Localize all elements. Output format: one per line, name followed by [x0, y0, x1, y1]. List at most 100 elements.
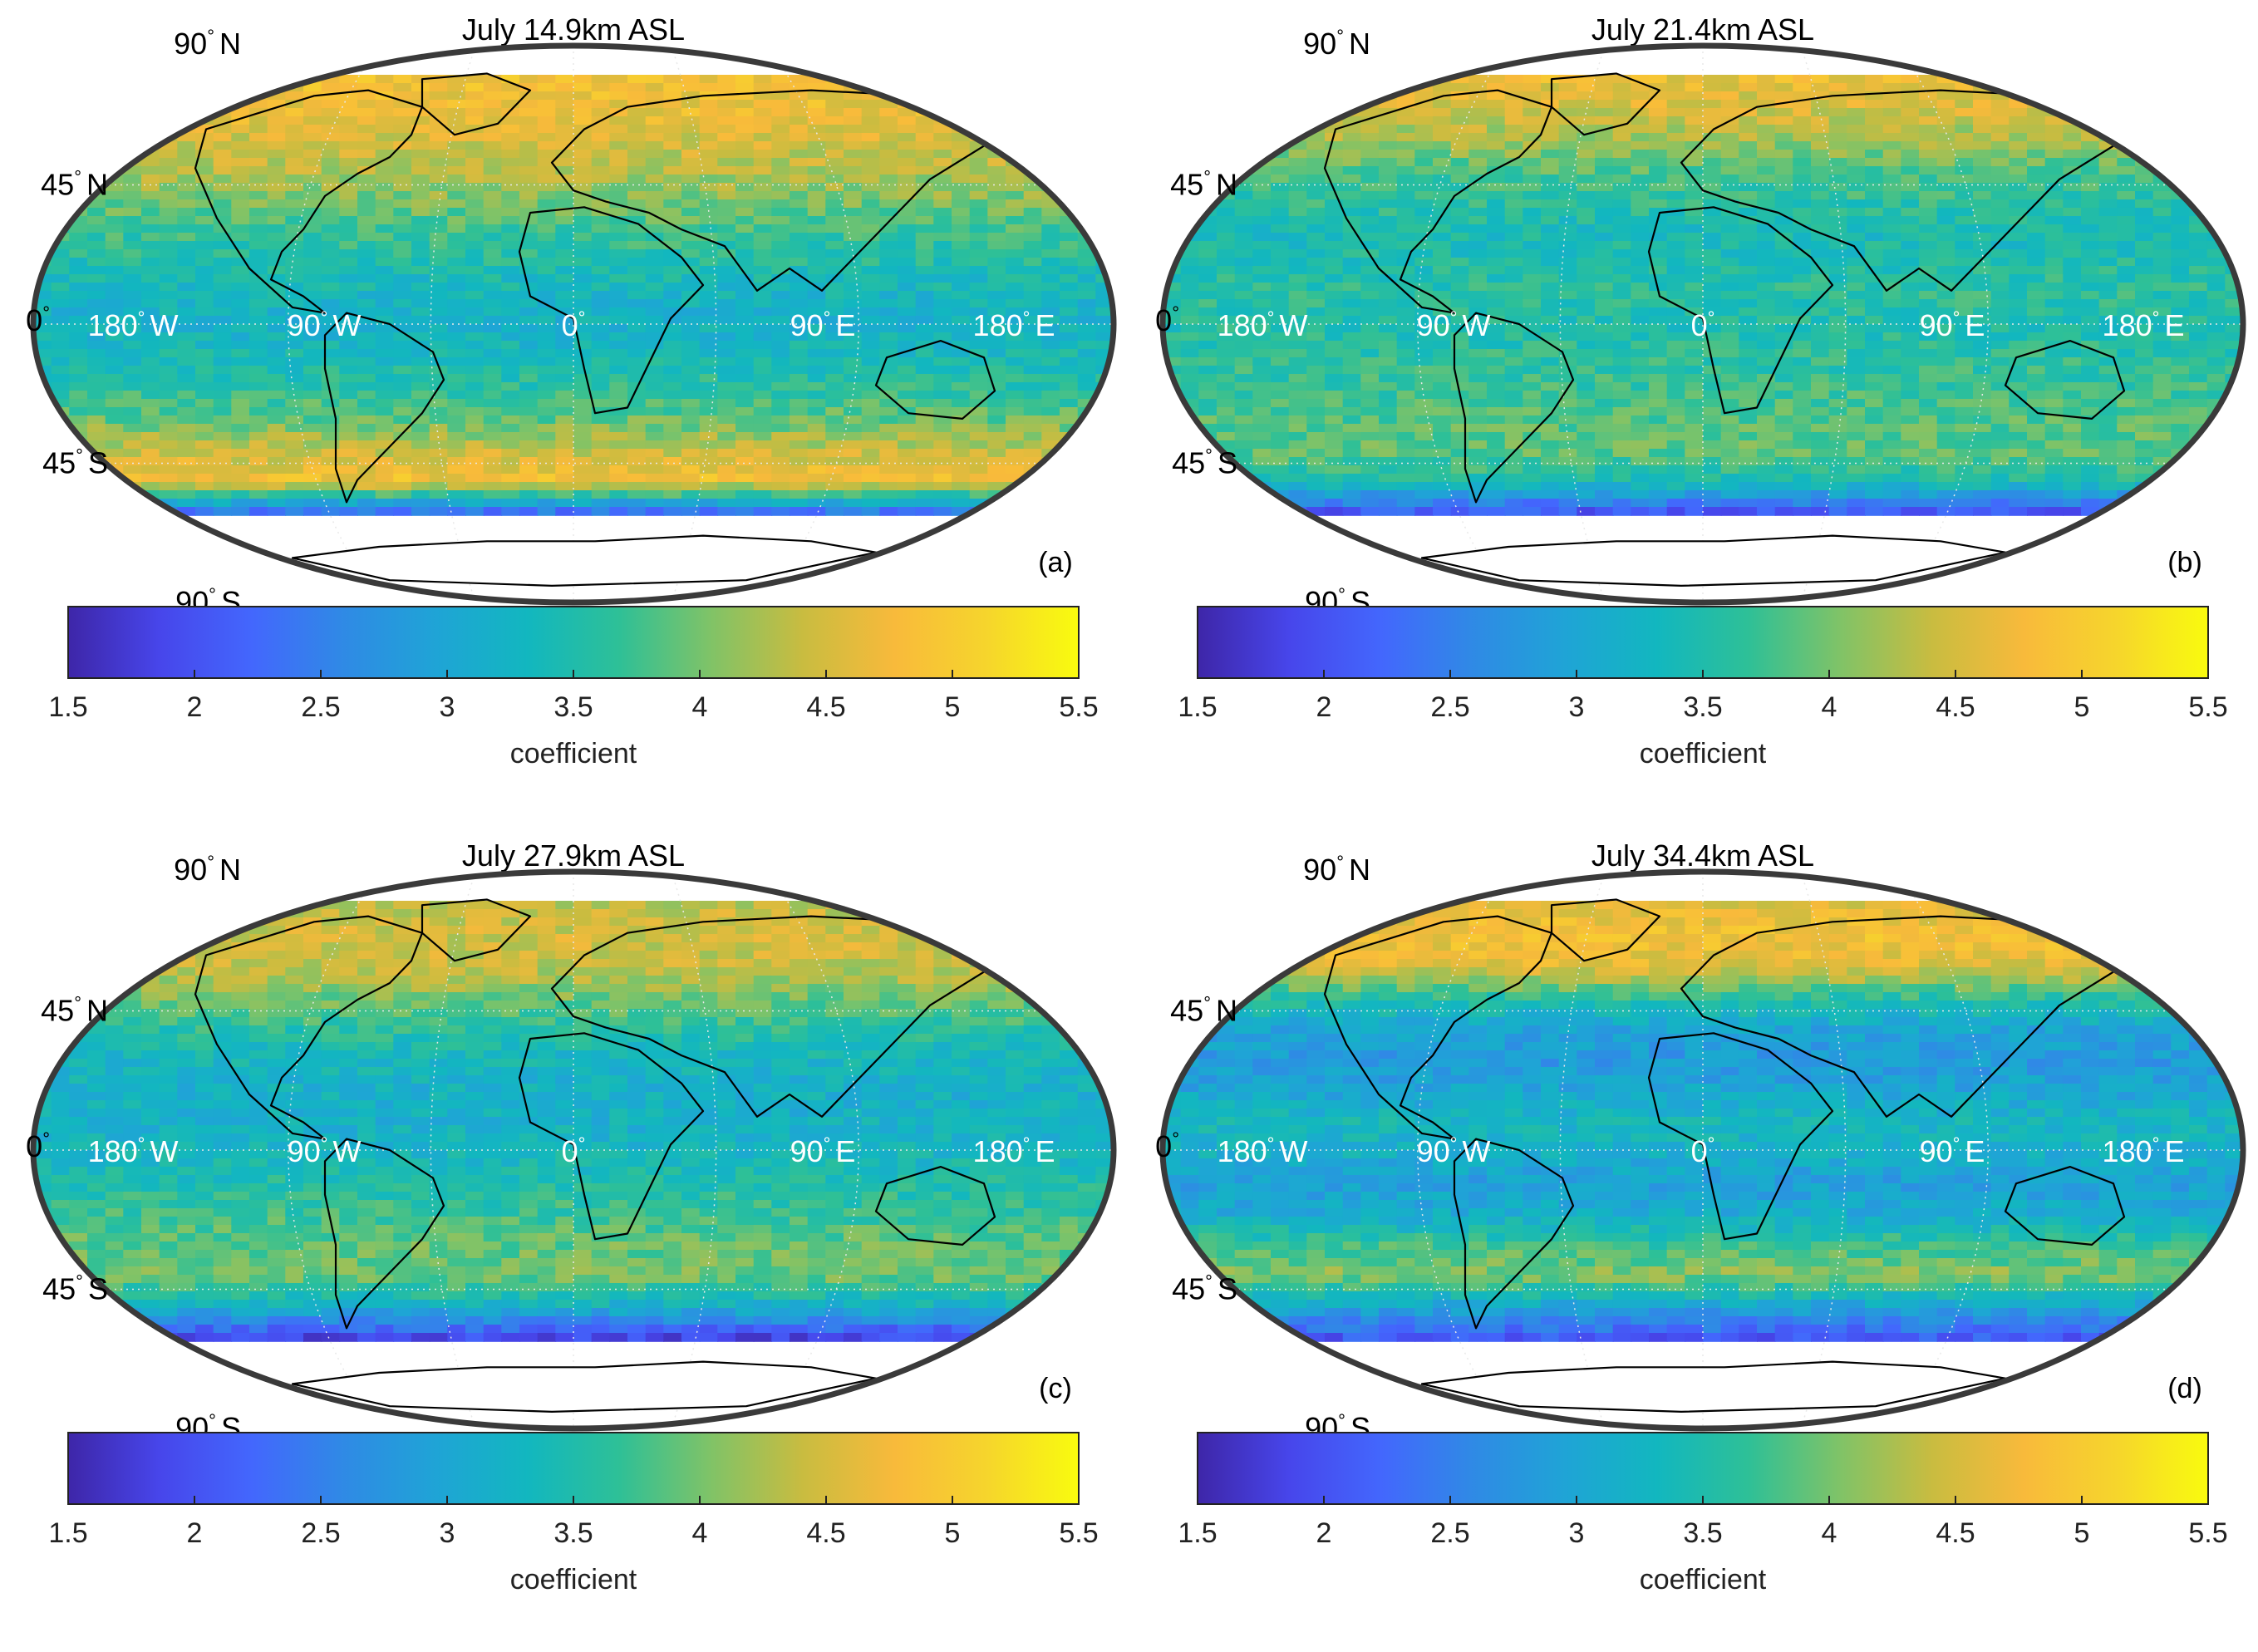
field-cell: [339, 266, 358, 275]
field-cell: [519, 208, 539, 217]
field-cell: [537, 457, 557, 466]
field-cell: [753, 75, 773, 84]
field-cell: [1041, 116, 1060, 125]
field-cell: [681, 507, 701, 516]
field-cell: [321, 233, 341, 242]
field-cell: [105, 258, 125, 267]
field-cell: [1595, 83, 1614, 92]
field-cell: [465, 249, 485, 258]
field-cell: [195, 166, 214, 175]
field-cell: [2063, 175, 2082, 184]
field-cell: [609, 499, 628, 508]
field-cell: [933, 258, 952, 267]
field-cell: [1847, 150, 1866, 159]
field-cell: [1919, 307, 1938, 317]
field-cell: [429, 274, 449, 283]
field-cell: [1060, 465, 1079, 474]
field-cell: [1936, 233, 1956, 242]
field-cell: [339, 424, 358, 433]
field-cell: [159, 274, 179, 283]
field-cell: [195, 258, 214, 267]
field-cell: [213, 490, 233, 499]
field-cell: [969, 233, 989, 242]
field-cell: [807, 91, 827, 101]
field-cell: [393, 125, 412, 134]
field-cell: [1541, 75, 1560, 84]
field-cell: [87, 249, 106, 258]
field-cell: [2063, 307, 2082, 317]
field-cell: [483, 258, 503, 267]
field-cell: [105, 216, 125, 225]
field-cell: [1955, 83, 1974, 92]
field-cell: [303, 291, 322, 300]
field-cell: [321, 424, 341, 433]
field-cell: [1973, 241, 1992, 250]
field-cell: [303, 374, 322, 383]
field-cell: [483, 233, 503, 242]
field-cell: [537, 274, 557, 283]
field-cell: [87, 241, 106, 250]
field-cell: [249, 216, 268, 225]
field-cell: [339, 150, 358, 159]
field-cell: [1433, 191, 1452, 200]
field-cell: [1414, 166, 1434, 175]
field-cell: [1882, 91, 1902, 101]
field-cell: [861, 349, 881, 358]
field-cell: [69, 307, 88, 317]
field-cell: [321, 307, 341, 317]
field-cell: [1541, 216, 1560, 225]
field-cell: [2117, 191, 2136, 200]
field-cell: [465, 407, 485, 416]
field-cell: [844, 224, 863, 234]
field-cell: [483, 108, 503, 117]
field-cell: [231, 382, 250, 391]
field-cell: [393, 133, 412, 142]
field-cell: [1077, 258, 1097, 267]
field-cell: [33, 241, 52, 250]
field-cell: [1865, 274, 1884, 283]
field-cell: [393, 307, 412, 317]
field-cell: [267, 75, 287, 84]
field-cell: [1720, 91, 1740, 101]
field-cell: [753, 241, 773, 250]
field-cell: [1414, 258, 1434, 267]
field-cell: [519, 141, 539, 150]
field-cell: [447, 274, 466, 283]
field-cell: [663, 357, 682, 366]
field-cell: [357, 415, 376, 425]
field-cell: [2081, 75, 2100, 84]
field-cell: [2098, 241, 2118, 250]
field-cell: [159, 440, 179, 450]
field-cell: [753, 482, 773, 491]
field-cell: [375, 474, 395, 483]
field-cell: [339, 391, 358, 400]
field-cell: [1342, 208, 1362, 217]
field-cell: [753, 449, 773, 458]
field-cell: [735, 432, 755, 441]
field-cell: [2117, 175, 2136, 184]
field-cell: [1060, 125, 1079, 134]
field-cell: [2009, 258, 2028, 267]
field-cell: [339, 191, 358, 200]
field-cell: [1433, 291, 1452, 300]
field-cell: [2009, 158, 2028, 167]
field-cell: [357, 299, 376, 308]
field-cell: [1198, 266, 1218, 275]
field-cell: [483, 374, 503, 383]
field-cell: [2189, 158, 2208, 167]
field-cell: [735, 291, 755, 300]
field-cell: [1342, 166, 1362, 175]
field-cell: [1095, 449, 1114, 458]
field-cell: [1541, 83, 1560, 92]
field-cell: [2098, 125, 2118, 134]
field-cell: [1077, 158, 1097, 167]
field-cell: [1342, 258, 1362, 267]
field-cell: [123, 108, 142, 117]
field-cell: [1217, 274, 1236, 283]
field-cell: [807, 274, 827, 283]
field-cell: [1023, 191, 1043, 200]
field-cell: [1306, 175, 1326, 184]
field-cell: [285, 391, 304, 400]
field-cell: [1612, 249, 1632, 258]
field-cell: [2081, 133, 2100, 142]
